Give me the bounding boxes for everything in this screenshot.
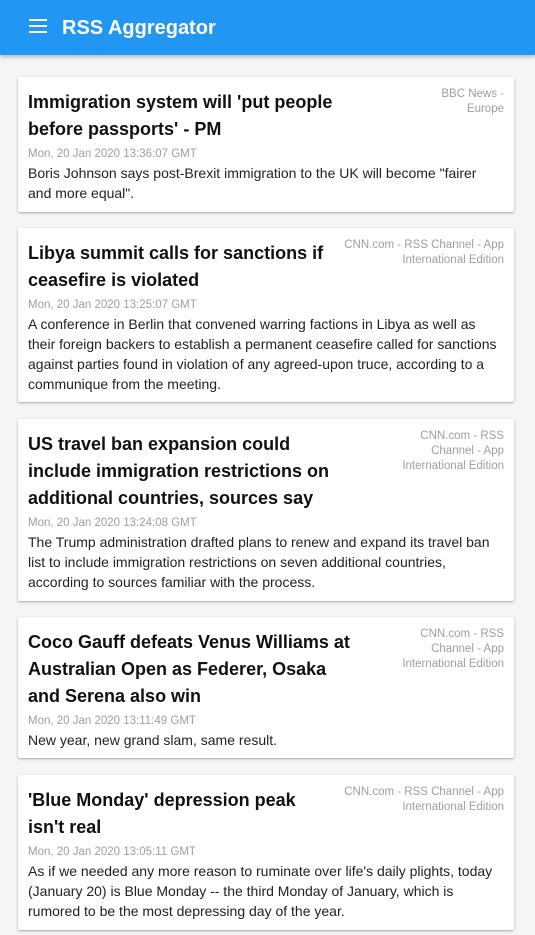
article-date: Mon, 20 Jan 2020 13:05:11 GMT [28, 846, 196, 858]
article-card[interactable]: 'Blue Monday' depression peak isn't real… [18, 775, 514, 930]
article-card[interactable]: Coco Gauff defeats Venus Williams at Aus… [18, 617, 514, 758]
article-date: Mon, 20 Jan 2020 13:11:49 GMT [28, 715, 196, 727]
app-title: RSS Aggregator [62, 17, 216, 39]
article-date: Mon, 20 Jan 2020 13:36:07 GMT [28, 148, 197, 160]
article-date: Mon, 20 Jan 2020 13:24:08 GMT [28, 517, 197, 529]
article-source: CNN.com - RSS Channel - App Internationa… [344, 786, 504, 813]
article-title: 'Blue Monday' depression peak isn't real [28, 790, 296, 837]
article-description: The Trump administration drafted plans t… [28, 534, 490, 590]
article-title: US travel ban expansion could include im… [28, 434, 330, 508]
article-title: Immigration system will 'put people befo… [28, 92, 333, 139]
article-title: Libya summit calls for sanctions if ceas… [28, 243, 324, 290]
article-source: BBC News - Europe [441, 88, 504, 115]
article-title: Coco Gauff defeats Venus Williams at Aus… [28, 632, 350, 706]
app-bar: RSS Aggregator [0, 0, 535, 55]
article-description: A conference in Berlin that convened war… [28, 316, 497, 392]
article-card[interactable]: Immigration system will 'put people befo… [18, 77, 514, 212]
article-description: As if we needed any more reason to rumin… [28, 863, 493, 919]
article-description: Boris Johnson says post-Brexit immigrati… [28, 165, 477, 201]
article-card[interactable]: US travel ban expansion could include im… [18, 419, 514, 601]
article-source: CNN.com - RSS Channel - App Internationa… [402, 628, 504, 670]
article-date: Mon, 20 Jan 2020 13:25:07 GMT [28, 299, 197, 311]
article-source: CNN.com - RSS Channel - App Internationa… [402, 430, 504, 472]
article-description: New year, new grand slam, same result. [28, 732, 277, 748]
article-card[interactable]: Libya summit calls for sanctions if ceas… [18, 228, 514, 402]
menu-icon[interactable] [29, 19, 47, 33]
article-feed[interactable]: Immigration system will 'put people befo… [0, 55, 535, 935]
article-source: CNN.com - RSS Channel - App Internationa… [344, 239, 504, 266]
